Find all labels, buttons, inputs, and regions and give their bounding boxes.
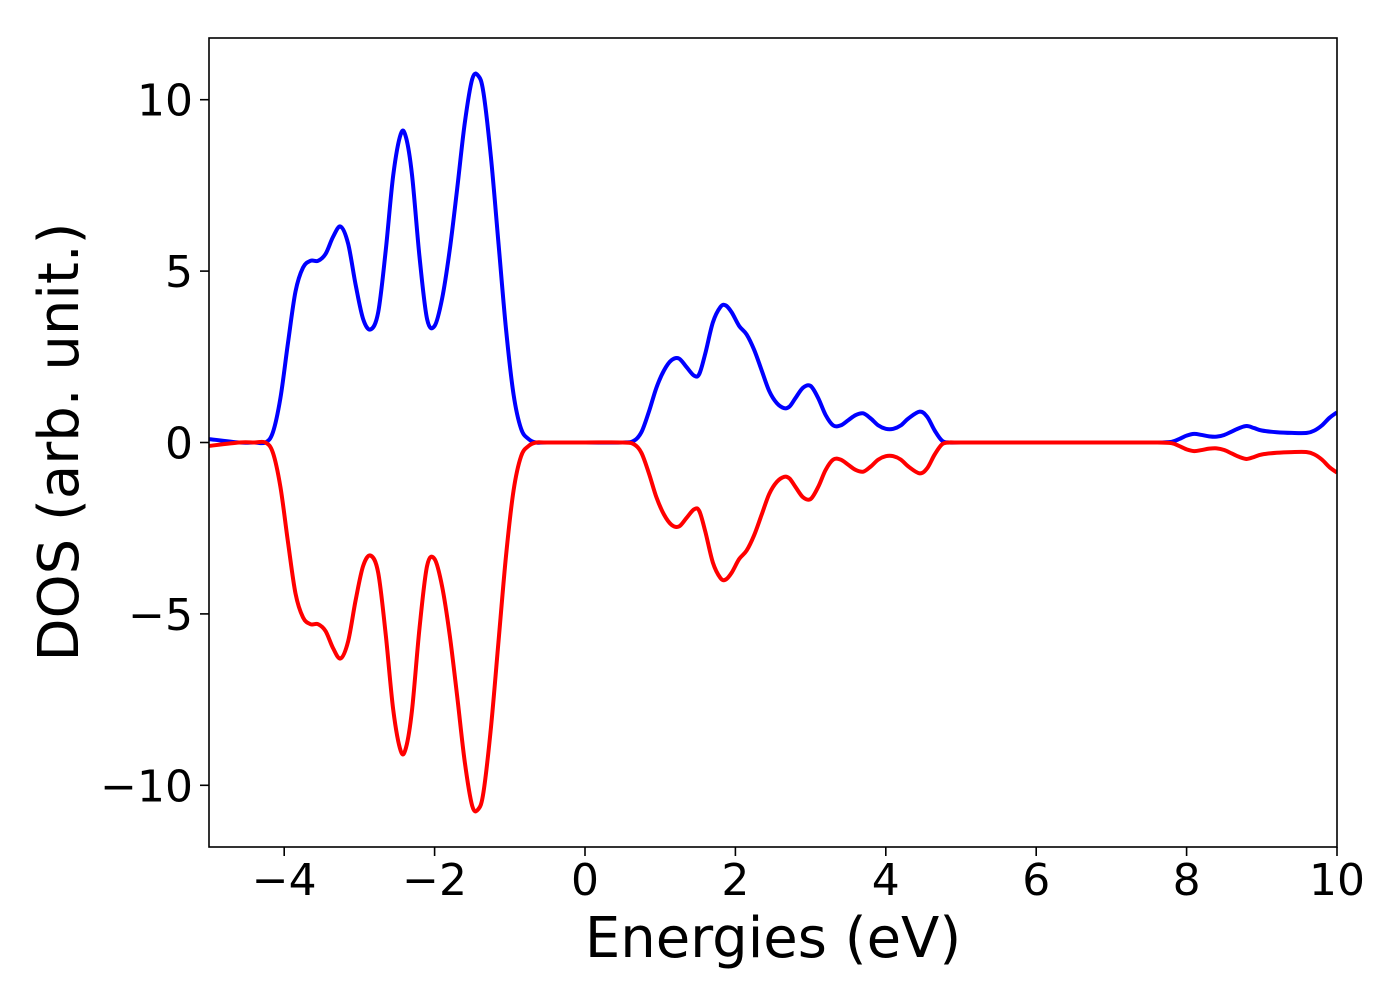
x-tick-label: 0: [571, 855, 599, 906]
x-axis: −4 −2 0 2 4 6 8 10: [252, 847, 1365, 906]
series-layer: [209, 71, 1337, 814]
y-tick-label: −10: [100, 761, 193, 812]
x-tick-label: 4: [872, 855, 900, 906]
y-tick-label: 10: [137, 76, 193, 127]
x-tick-label: 10: [1309, 855, 1365, 906]
x-axis-label: Energies (eV): [585, 906, 961, 971]
x-tick-label: 2: [721, 855, 749, 906]
y-tick-label: 0: [165, 419, 193, 470]
x-tick-label: −2: [402, 855, 467, 906]
series-line-0: [209, 71, 1337, 446]
y-axis-label: DOS (arb. unit.): [27, 222, 92, 661]
series-line-1: [209, 439, 1337, 814]
y-tick-label: 5: [165, 247, 193, 298]
y-tick-label: −5: [128, 590, 193, 641]
x-tick-label: 6: [1022, 855, 1050, 906]
x-tick-label: −4: [252, 855, 317, 906]
y-axis: −10 −5 0 5 10: [100, 76, 209, 812]
x-tick-label: 8: [1173, 855, 1201, 906]
